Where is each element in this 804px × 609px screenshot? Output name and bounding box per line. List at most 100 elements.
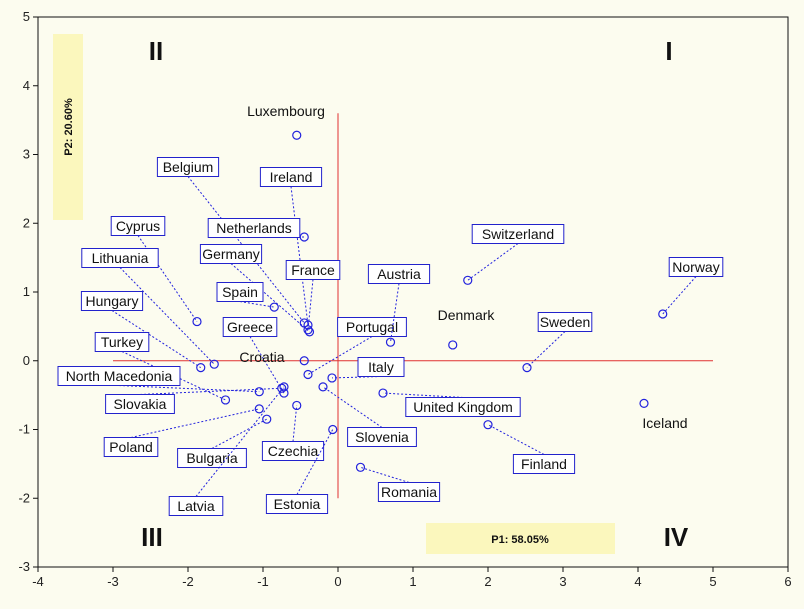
x-tick-label: -4: [32, 574, 44, 589]
point-label-hungary: Hungary: [86, 293, 139, 309]
point-spain: [269, 302, 279, 312]
point-romania: [355, 462, 366, 472]
point-label-finland: Finland: [521, 456, 567, 472]
y-tick-label: -2: [18, 490, 30, 505]
point-greece: [279, 388, 289, 398]
leader-line-greece: [249, 336, 285, 394]
label-box-czechia: [261, 441, 325, 461]
quadrant-label: III: [141, 522, 163, 552]
point-italy: [327, 373, 337, 383]
y-tick-label: 4: [23, 78, 30, 93]
label-box-ireland: [259, 167, 323, 187]
x-tick-label: 4: [634, 574, 641, 589]
point-label-united-kingdom: United Kingdom: [413, 399, 513, 415]
point-switzerland: [463, 275, 473, 285]
label-box-belgium: [156, 157, 220, 177]
label-box-bulgaria: [177, 448, 247, 468]
leader-line-finland: [487, 424, 545, 455]
point-czechia: [292, 400, 302, 411]
point-label-greece: Greece: [227, 319, 273, 335]
leader-line-spain: [239, 301, 275, 308]
point-netherlands: [299, 232, 309, 242]
leader-line-austria: [390, 283, 400, 343]
quadrant-label: I: [665, 36, 672, 66]
point-label-ireland: Ireland: [270, 169, 313, 185]
x-tick-label: -2: [182, 574, 194, 589]
point-portugal: [303, 369, 313, 380]
label-box-portugal: [337, 317, 407, 337]
leader-line-germany: [230, 263, 310, 333]
point-label-switzerland: Switzerland: [482, 226, 554, 242]
x-tick-label: 2: [484, 574, 491, 589]
y-tick-label: 2: [23, 215, 30, 230]
leader-line-lithuania: [119, 267, 215, 365]
label-box-turkey: [94, 332, 150, 352]
label-box-austria: [367, 264, 431, 284]
label-box-switzerland: [471, 224, 565, 244]
point-sweden: [522, 363, 532, 373]
label-box-spain: [216, 282, 264, 302]
point-label-netherlands: Netherlands: [216, 220, 292, 236]
y-caption-box: [53, 34, 83, 220]
point-label-romania: Romania: [381, 484, 437, 500]
point-label-luxembourg: Luxembourg: [247, 103, 325, 119]
label-box-slovakia: [105, 394, 175, 414]
leader-line-north-macedonia: [118, 385, 260, 393]
x-tick-label: 0: [334, 574, 341, 589]
leader-line-portugal: [307, 336, 373, 375]
quadrant-label: II: [149, 36, 163, 66]
leader-line-romania: [360, 466, 410, 483]
point-label-spain: Spain: [222, 284, 258, 300]
x-tick-label: 3: [559, 574, 566, 589]
point-cyprus: [192, 316, 202, 327]
point-label-germany: Germany: [202, 246, 260, 262]
point-label-latvia: Latvia: [177, 498, 215, 514]
point-label-turkey: Turkey: [101, 334, 143, 350]
point-united-kingdom: [378, 388, 388, 398]
point-latvia: [279, 382, 289, 392]
quadrant-label: IV: [664, 522, 689, 552]
label-box-hungary: [80, 291, 144, 311]
leader-line-estonia: [296, 429, 334, 495]
leader-line-sweden: [526, 331, 566, 368]
point-iceland: [639, 398, 649, 408]
point-label-north-macedonia: North Macedonia: [66, 368, 173, 384]
point-label-lithuania: Lithuania: [92, 250, 149, 266]
y-tick-label: 0: [23, 353, 30, 368]
label-box-lithuania: [81, 248, 159, 268]
y-tick-label: 1: [23, 284, 30, 299]
leader-line-ireland: [290, 186, 309, 326]
point-label-austria: Austria: [377, 266, 421, 282]
point-north-macedonia: [254, 387, 264, 397]
x-axis-caption: P1: 58.05%: [491, 534, 549, 546]
point-label-cyprus: Cyprus: [116, 218, 160, 234]
point-hungary: [196, 363, 206, 373]
label-box-estonia: [265, 494, 329, 514]
label-box-united-kingdom: [405, 397, 521, 417]
y-tick-label: -3: [18, 559, 30, 574]
point-lithuania: [209, 359, 219, 369]
point-label-bulgaria: Bulgaria: [186, 450, 238, 466]
label-box-sweden: [537, 312, 593, 332]
label-box-france: [285, 260, 341, 280]
point-label-iceland: Iceland: [642, 415, 687, 431]
point-turkey: [220, 395, 231, 405]
x-tick-label: 5: [709, 574, 716, 589]
point-slovenia: [318, 382, 328, 392]
leader-line-poland: [130, 408, 260, 438]
x-tick-label: 6: [784, 574, 791, 589]
point-finland: [483, 420, 493, 430]
point-luxembourg: [292, 130, 302, 140]
label-box-italy: [357, 357, 405, 377]
point-poland: [254, 404, 264, 414]
point-label-italy: Italy: [368, 359, 394, 375]
label-box-poland: [103, 437, 159, 457]
point-label-poland: Poland: [109, 439, 153, 455]
point-croatia: [299, 356, 309, 366]
y-tick-label: 5: [23, 9, 30, 24]
label-box-cyprus: [110, 216, 166, 236]
leader-line-latvia: [195, 386, 285, 497]
x-tick-label: 1: [409, 574, 416, 589]
